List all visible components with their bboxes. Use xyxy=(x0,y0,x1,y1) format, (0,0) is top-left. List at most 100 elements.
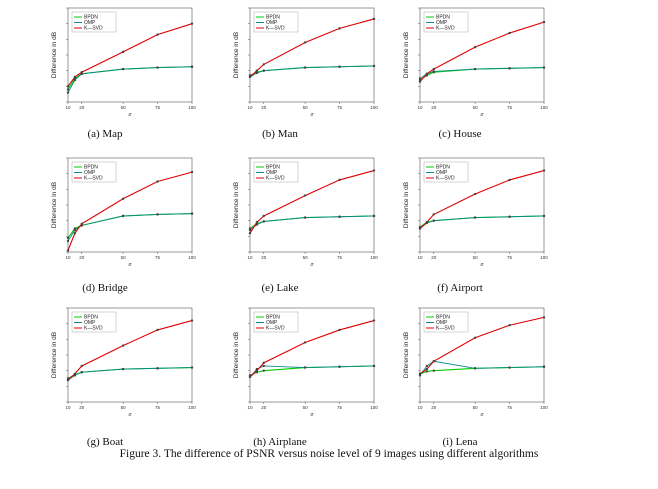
x-tick-label: 10 xyxy=(417,105,423,110)
data-point xyxy=(73,232,77,235)
legend-box xyxy=(71,161,117,183)
data-point xyxy=(121,214,125,218)
panel-caption: (a) Map xyxy=(87,128,123,140)
series-line-omp xyxy=(67,66,193,93)
y-axis-label: Difference in dB xyxy=(403,182,410,228)
data-point xyxy=(418,77,422,80)
figure-caption: Figure 3. The difference of PSNR versus … xyxy=(119,448,539,460)
data-point xyxy=(121,344,125,347)
legend-entry: BPDN xyxy=(84,315,98,321)
data-point xyxy=(473,45,477,49)
data-point xyxy=(372,364,376,368)
series-line-k-svd xyxy=(419,21,545,82)
x-tick-label: 50 xyxy=(473,105,479,110)
x-tick-label: 50 xyxy=(473,405,479,410)
data-point xyxy=(255,221,259,224)
data-point xyxy=(190,319,194,322)
x-tick-label: 10 xyxy=(65,255,71,260)
x-tick-label: 50 xyxy=(303,105,309,110)
data-point xyxy=(473,367,477,370)
y-axis-label: Difference in dB xyxy=(51,32,58,78)
x-tick-label: 100 xyxy=(370,255,378,260)
x-tick-label: 20 xyxy=(431,255,437,260)
legend-entry: BPDN xyxy=(436,165,450,171)
x-tick-label: 20 xyxy=(79,405,85,410)
data-point xyxy=(542,316,546,319)
series-line-bpdn xyxy=(67,213,193,239)
data-point xyxy=(542,214,546,218)
series-line-k-svd xyxy=(419,170,545,229)
panel-caption: (i) Lena xyxy=(442,436,478,448)
series-line-omp xyxy=(249,365,375,378)
data-point xyxy=(508,324,511,327)
legend-entry: BPDN xyxy=(436,315,450,321)
x-tick-label: 20 xyxy=(431,105,437,110)
chart-panel-6: 10 20 50 75 100 σ Difference in dB BPDN OMP K—SVD xyxy=(392,150,552,274)
x-tick-label: 50 xyxy=(121,405,127,410)
x-tick-label: 75 xyxy=(507,105,513,110)
y-axis-label: Difference in dB xyxy=(233,332,240,378)
x-axis-label: σ xyxy=(128,112,132,118)
data-point xyxy=(425,364,429,368)
x-tick-label: 75 xyxy=(155,105,161,110)
x-tick-label: 50 xyxy=(121,105,127,110)
series-line-k-svd xyxy=(67,171,193,251)
data-point xyxy=(156,66,159,69)
data-point xyxy=(418,80,422,83)
panel-caption: (f) Airport xyxy=(437,282,483,294)
x-tick-label: 75 xyxy=(507,405,513,410)
data-point xyxy=(73,372,77,375)
data-point xyxy=(66,88,70,91)
data-point xyxy=(121,50,125,54)
chart-panel-4: 10 20 50 75 100 σ Difference in dB BPDN OMP K—SVD xyxy=(40,150,200,274)
x-tick-label: 50 xyxy=(303,405,309,410)
data-point xyxy=(255,69,259,72)
data-point xyxy=(156,367,159,370)
data-point xyxy=(303,66,307,69)
data-point xyxy=(432,213,435,216)
legend-entry: OMP xyxy=(84,320,96,326)
legend-entry: OMP xyxy=(266,320,278,326)
x-tick-label: 75 xyxy=(337,105,343,110)
data-point xyxy=(262,369,265,372)
chart-panel-1: 10 20 50 75 100 σ Difference in dB BPDN OMP K—SVD xyxy=(40,0,200,124)
x-tick-label: 50 xyxy=(121,255,127,260)
data-point xyxy=(73,78,77,82)
data-point xyxy=(121,67,125,71)
data-point xyxy=(262,63,265,66)
data-point xyxy=(190,22,194,25)
legend-entry: OMP xyxy=(266,170,278,176)
data-point xyxy=(473,336,477,339)
data-point xyxy=(73,228,77,232)
series-line-omp xyxy=(67,367,193,381)
data-point xyxy=(66,249,70,252)
data-point xyxy=(508,178,511,182)
data-point xyxy=(473,192,477,196)
y-axis-label: Difference in dB xyxy=(233,32,240,78)
chart-panel-7: 10 20 50 75 100 σ Difference in dB BPDN OMP K—SVD xyxy=(40,300,200,424)
data-point xyxy=(303,216,307,219)
data-point xyxy=(262,69,265,72)
data-point xyxy=(80,222,83,225)
data-point xyxy=(425,72,429,76)
data-point xyxy=(303,41,307,44)
data-point xyxy=(542,20,546,24)
data-point xyxy=(303,341,307,344)
legend-entry: K—SVD xyxy=(266,176,285,182)
legend-entry: K—SVD xyxy=(84,176,103,182)
data-point xyxy=(156,213,159,216)
legend-box xyxy=(423,11,469,33)
x-tick-label: 50 xyxy=(473,255,479,260)
data-point xyxy=(156,180,159,183)
data-point xyxy=(248,232,252,235)
data-point xyxy=(338,65,341,68)
data-point xyxy=(156,328,159,332)
x-axis-label: σ xyxy=(480,112,484,118)
legend-entry: OMP xyxy=(84,20,96,26)
legend-entry: K—SVD xyxy=(84,26,103,32)
series-line-omp xyxy=(249,65,375,78)
